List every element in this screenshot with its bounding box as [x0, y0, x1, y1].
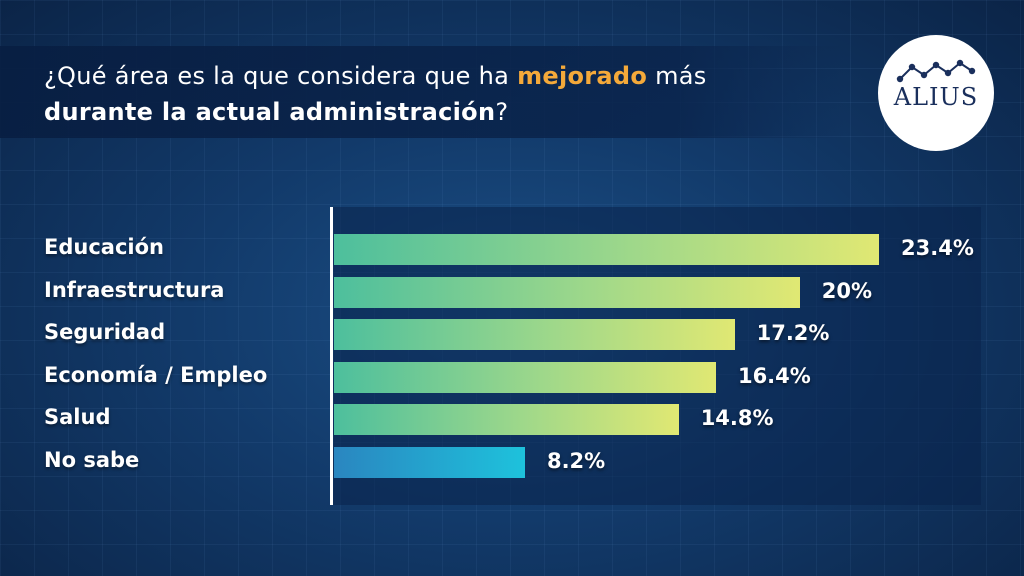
- title-highlight: mejorado: [517, 62, 648, 90]
- value-label: 14.8%: [700, 406, 774, 431]
- y-axis-line: [330, 207, 333, 505]
- chart-title: ¿Qué área es la que considera que ha mej…: [44, 58, 834, 130]
- category-label: Infraestructura: [44, 277, 225, 302]
- bar: [334, 361, 716, 393]
- value-label: 16.4%: [737, 363, 811, 388]
- category-label: Economía / Empleo: [44, 362, 268, 387]
- bar: [334, 234, 879, 265]
- bar: [334, 276, 800, 308]
- category-label: Seguridad: [44, 320, 166, 345]
- bar: [334, 447, 525, 478]
- title-part3: durante la actual administración: [44, 98, 496, 126]
- alius-logo: ALIUS: [878, 35, 994, 151]
- value-label: 8.2%: [546, 449, 606, 473]
- title-part2: más: [647, 62, 707, 90]
- title-part1: ¿Qué área es la que considera que ha: [44, 62, 518, 90]
- category-label: Educación: [44, 235, 164, 259]
- title-band: [0, 46, 845, 138]
- logo-text: ALIUS: [893, 83, 979, 111]
- category-label: Salud: [44, 405, 111, 430]
- bar: [334, 319, 735, 351]
- bar: [334, 404, 679, 436]
- value-label: 23.4%: [901, 236, 974, 260]
- line-chart-icon: [896, 59, 976, 83]
- value-label: 20%: [821, 278, 873, 303]
- title-part4: ?: [495, 98, 509, 126]
- category-label: No sabe: [44, 448, 140, 472]
- value-label: 17.2%: [756, 321, 830, 346]
